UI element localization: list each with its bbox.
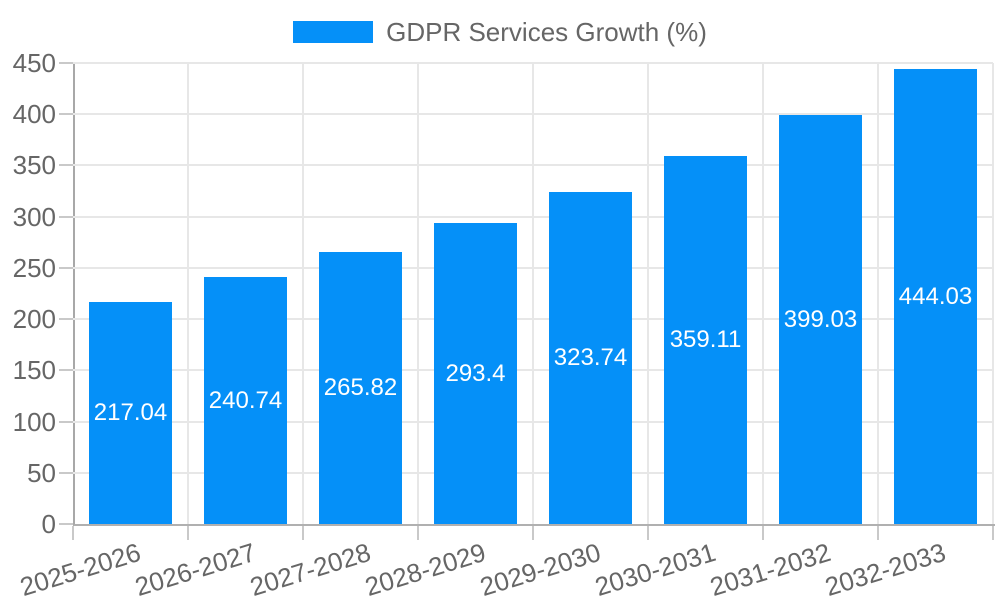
y-tick-label: 50 [27, 457, 56, 488]
x-tick-label: 2027-2028 [246, 537, 375, 600]
bar-value-label: 293.4 [445, 359, 506, 387]
bar [664, 156, 747, 524]
bar-value-label: 323.74 [553, 344, 628, 372]
y-tick-label: 100 [12, 406, 56, 437]
y-tick-label: 300 [12, 201, 56, 232]
y-tick-mark [59, 113, 73, 116]
legend-swatch [293, 21, 374, 43]
y-tick-mark [59, 164, 73, 167]
x-gridline [647, 63, 649, 524]
y-tick-label: 400 [12, 99, 56, 130]
y-tick-mark [59, 471, 73, 474]
y-tick-mark [59, 523, 73, 525]
bar [894, 69, 977, 524]
x-gridline [302, 63, 304, 524]
bar [89, 301, 172, 524]
y-tick-mark [59, 420, 73, 423]
bar-value-label: 265.82 [323, 373, 398, 401]
bar [549, 192, 632, 524]
x-gridline [762, 63, 764, 524]
x-tick-mark [187, 526, 189, 540]
bar-value-label: 444.03 [898, 282, 973, 310]
bar-value-label: 240.74 [208, 386, 283, 414]
y-tick-mark [59, 62, 73, 64]
x-tick-label: 2030-2031 [591, 537, 720, 600]
bar [779, 115, 862, 524]
y-tick-label: 0 [41, 509, 56, 539]
y-tick-label: 350 [12, 150, 56, 181]
legend-label: GDPR Services Growth (%) [386, 16, 707, 47]
x-tick-mark [72, 526, 74, 540]
x-tick-mark [992, 526, 994, 540]
x-tick-label: 2032-2033 [821, 537, 950, 600]
x-gridline [992, 63, 994, 524]
bar-value-label: 399.03 [783, 305, 858, 333]
y-tick-mark [59, 369, 73, 372]
x-tick-mark [532, 526, 534, 540]
plot-area [73, 63, 995, 526]
x-gridline [877, 63, 879, 524]
y-tick-label: 450 [12, 48, 56, 78]
chart-legend[interactable]: GDPR Services Growth (%) [0, 16, 1000, 48]
x-tick-mark [877, 526, 879, 540]
y-tick-label: 250 [12, 252, 56, 283]
x-tick-label: 2031-2032 [706, 537, 835, 600]
y-tick-label: 200 [12, 304, 56, 335]
bar [204, 277, 287, 524]
bar [319, 251, 402, 524]
y-tick-mark [59, 266, 73, 269]
y-tick-mark [59, 215, 73, 218]
x-tick-label: 2029-2030 [476, 537, 605, 600]
x-tick-mark [762, 526, 764, 540]
x-gridline [187, 63, 189, 524]
x-tick-mark [417, 526, 419, 540]
bar [434, 223, 517, 524]
bar-value-label: 359.11 [669, 326, 742, 354]
x-tick-label: 2026-2027 [131, 537, 260, 600]
y-tick-mark [59, 318, 73, 321]
x-gridline [532, 63, 534, 524]
x-gridline [417, 63, 419, 524]
x-tick-mark [647, 526, 649, 540]
x-tick-mark [302, 526, 304, 540]
x-tick-label: 2025-2026 [16, 537, 145, 600]
bar-value-label: 217.04 [93, 398, 168, 426]
y-tick-label: 150 [12, 355, 56, 386]
x-tick-label: 2028-2029 [361, 537, 490, 600]
